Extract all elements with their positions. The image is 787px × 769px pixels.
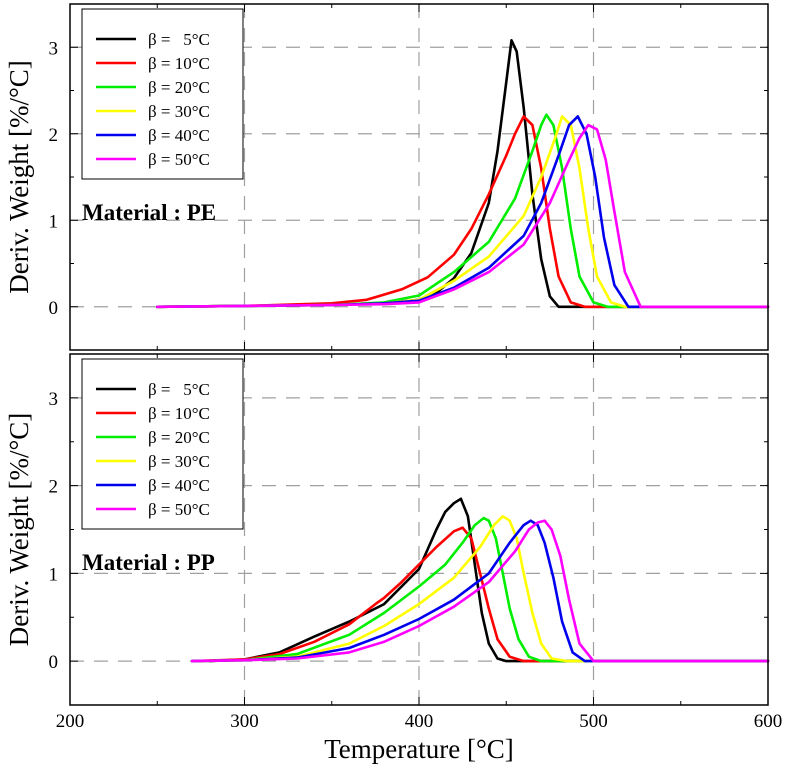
- pe-legend-label: β = 40°C: [148, 126, 210, 145]
- pe-series-line-4: [156, 115, 770, 309]
- pp-material-label: Material : PP: [82, 550, 215, 575]
- pe-material-label: Material : PE: [82, 200, 216, 225]
- pe-series-line-1: [156, 38, 770, 309]
- x-tick-label: 600: [754, 711, 783, 732]
- pe-y-tick-label: 0: [49, 298, 59, 319]
- pp-legend-label: β = 30°C: [148, 452, 210, 471]
- pp-series-line-5: [190, 519, 770, 663]
- pe-y-tick-label: 3: [49, 38, 59, 59]
- pp-y-tick-label: 3: [49, 389, 59, 410]
- pp-legend-label: β = 5°C: [148, 380, 210, 399]
- x-tick-label: 200: [56, 711, 85, 732]
- x-tick-labels: 200 300 400 500 600: [56, 711, 783, 732]
- pp-panel: 0 1 2 3 β = 5°C β = 10°C β = 20°C β = 30°C β = 4…: [4, 353, 770, 706]
- pp-legend-label: β = 40°C: [148, 476, 210, 495]
- x-tick-label: 300: [230, 711, 259, 732]
- pe-legend-label: β = 5°C: [148, 30, 210, 49]
- pe-legend-label: β = 20°C: [148, 78, 210, 97]
- pe-panel: 0 1 2 3 β = 5°C β = 10°C β = 20°C β = 30°C β = 4…: [4, 3, 770, 351]
- pp-series-line-1: [208, 497, 770, 663]
- x-tick-label: 500: [579, 711, 608, 732]
- pe-y-tick-label: 1: [49, 211, 59, 232]
- pp-legend-box: [81, 358, 244, 530]
- pp-series-line-6: [190, 519, 770, 663]
- x-tick-label: 400: [405, 711, 434, 732]
- pe-series-line-5: [156, 115, 770, 309]
- pp-series-line-2: [190, 526, 770, 663]
- pp-plot-frame: [69, 353, 769, 706]
- pe-y-axis-title: Deriv. Weight [%/°C]: [4, 60, 34, 294]
- pe-legend-label: β = 10°C: [148, 54, 210, 73]
- pe-plot-frame: [69, 3, 769, 351]
- pp-legend-label: β = 50°C: [148, 500, 210, 519]
- pe-series-line-2: [156, 115, 770, 309]
- pp-y-tick-label: 1: [49, 564, 59, 585]
- pp-y-tick-label: 2: [49, 477, 59, 498]
- pe-legend-label: β = 30°C: [148, 102, 210, 121]
- pp-legend-label: β = 10°C: [148, 404, 210, 423]
- pp-legend-label: β = 20°C: [148, 428, 210, 447]
- pp-series-line-3: [190, 516, 770, 663]
- pp-series-line-4: [190, 514, 770, 663]
- pe-y-tick-label: 2: [49, 125, 59, 146]
- pp-y-axis-title: Deriv. Weight [%/°C]: [4, 413, 34, 647]
- pe-series-line-6: [156, 123, 770, 309]
- pp-y-tick-label: 0: [49, 652, 59, 673]
- pe-series-line-3: [156, 113, 770, 309]
- pe-legend-label: β = 50°C: [148, 150, 210, 169]
- x-axis-title: Temperature [°C]: [324, 734, 514, 764]
- pe-legend-box: [81, 8, 244, 180]
